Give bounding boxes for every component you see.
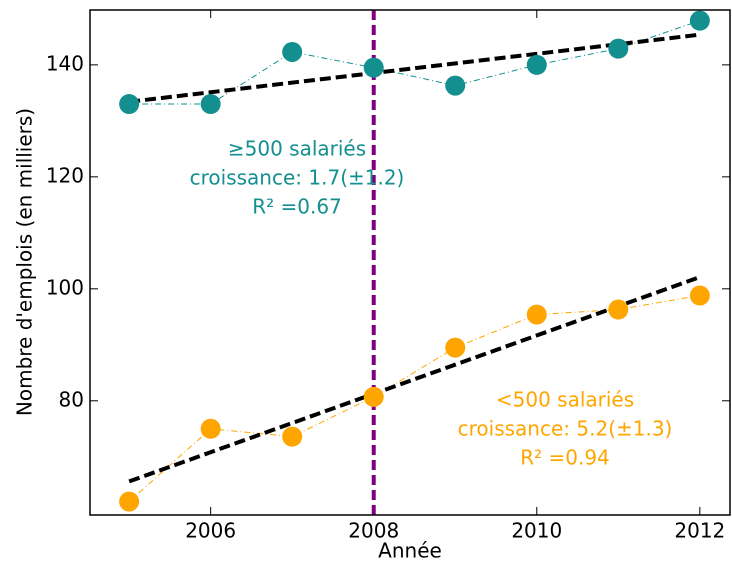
point [526, 304, 547, 325]
point [119, 94, 140, 115]
annotation: R² =0.67 [252, 195, 342, 219]
point [200, 94, 221, 115]
trend-line [128, 275, 701, 484]
point [608, 38, 629, 59]
point [282, 41, 303, 62]
annotation: R² =0.94 [520, 446, 610, 470]
point [608, 299, 629, 320]
plot-frame [89, 9, 731, 516]
point [445, 337, 466, 358]
point [363, 386, 384, 407]
x-tick-label: 2008 [348, 519, 399, 543]
point [200, 418, 221, 439]
x-tick-label: 2010 [511, 519, 562, 543]
point [119, 491, 140, 512]
point [445, 75, 466, 96]
x-axis-label: Année [378, 539, 442, 563]
series-line [129, 20, 700, 105]
point [363, 57, 384, 78]
y-tick-label: 120 [46, 163, 84, 187]
annotation: croissance: 1.7(±1.2) [190, 166, 405, 190]
x-tick-label: 2006 [185, 519, 236, 543]
y-tick-label: 100 [46, 275, 84, 299]
point [689, 285, 710, 306]
point [282, 426, 303, 447]
y-tick-label: 80 [59, 387, 84, 411]
point [689, 10, 710, 31]
annotation: <500 salariés [496, 388, 634, 412]
annotation: ≥500 salariés [228, 137, 366, 161]
y-axis-label: Nombre d'emplois (en milliers) [13, 108, 37, 416]
point [526, 54, 547, 75]
x-tick-label: 2012 [674, 519, 725, 543]
y-tick-label: 140 [46, 51, 84, 75]
annotation: croissance: 5.2(±1.3) [458, 417, 673, 441]
